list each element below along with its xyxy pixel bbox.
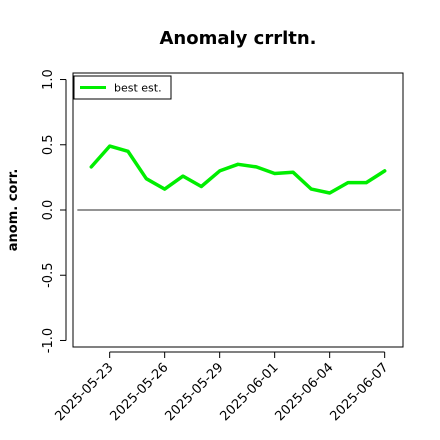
y-tick-label-2: 0.0 [41, 200, 56, 221]
y-tick-label-3: 0.5 [41, 134, 56, 155]
legend-box [73, 75, 172, 100]
plot-frame [72, 72, 404, 348]
legend-label-best-est: best est. [114, 82, 162, 95]
y-tick-label-4: 1.0 [41, 69, 56, 90]
x-tick-label-5: 2025-06-07 [327, 360, 391, 424]
x-tick-label-4: 2025-06-04 [272, 360, 336, 424]
y-axis-label: anom. corr. [6, 169, 21, 252]
legend: best est. [73, 75, 172, 100]
x-tick-label-2: 2025-05-29 [162, 360, 226, 424]
x-tick-label-0: 2025-05-23 [52, 360, 116, 424]
y-tick-label-0: -1.0 [41, 328, 56, 353]
chart-title: Anomaly crrltn. [159, 28, 316, 49]
x-tick-label-1: 2025-05-26 [107, 360, 171, 424]
x-tick-label-3: 2025-06-01 [217, 360, 281, 424]
series-line-0 [89, 144, 387, 195]
y-tick-label-1: -0.5 [41, 263, 56, 288]
